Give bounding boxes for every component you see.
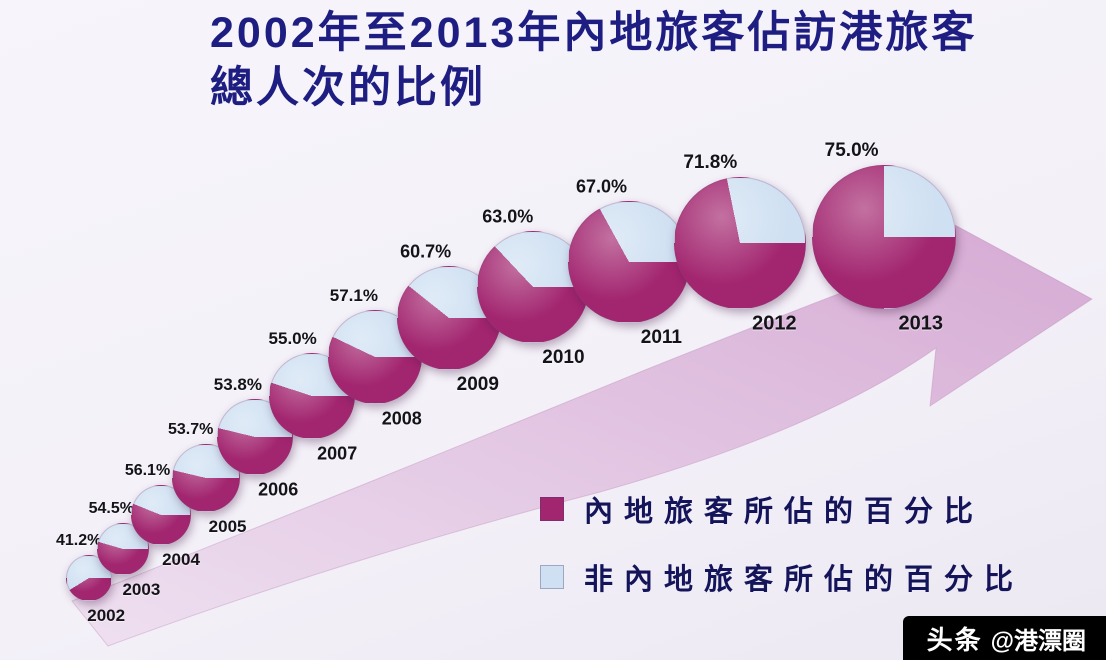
pie-year-label-2010: 2010 [542,347,585,368]
pie-value-label-2009: 60.7% [400,241,452,262]
legend-label-non-mainland: 非內地旅客所佔的百分比 [584,564,1025,596]
pie-value-label-2008: 57.1% [329,286,378,305]
pie-year-label-2009: 2009 [456,374,499,395]
pie-value-label-2006: 53.8% [213,375,262,394]
pie-2012 [674,177,806,309]
pie-year-label-2013: 2013 [898,312,944,335]
pie-year-label-2011: 2011 [640,327,683,348]
pie-value-label-2007: 55.0% [268,329,317,348]
pie-year-label-2007: 2007 [317,443,358,464]
legend-swatch-mainland [540,497,564,521]
pie-year-label-2003: 2003 [122,580,161,599]
legend-label-mainland: 內地旅客所佔的百分比 [584,496,985,528]
pie-value-label-2012: 71.8% [683,152,738,173]
watermark-handle: @港漂圈 [990,627,1086,655]
pie-value-label-2003: 54.5% [88,500,134,517]
pie-value-label-2004: 56.1% [124,462,171,479]
pie-year-label-2008: 2008 [381,408,422,429]
pie-2013 [812,165,956,309]
legend-swatch-non-mainland [540,565,564,589]
chart-title-line1: 2002年至2013年內地旅客佔訪港旅客 [210,9,978,57]
watermark: 头条 @港漂圈 [902,616,1106,660]
pie-year-label-2012: 2012 [752,312,797,335]
watermark-brand: 头条 [926,624,983,655]
pie-year-label-2004: 2004 [162,550,200,569]
pie-value-label-2013: 75.0% [824,140,879,161]
pie-year-label-2006: 2006 [258,479,299,500]
pie-year-label-2002: 2002 [87,606,126,625]
pie-value-label-2002: 41.2% [55,532,102,549]
pie-value-label-2005: 53.7% [168,421,214,438]
pie-2011 [568,201,690,323]
chart-legend: 內地旅客所佔的百分比 非內地旅客所佔的百分比 [540,488,1024,624]
legend-item-non-mainland: 非內地旅客所佔的百分比 [540,556,1024,598]
legend-item-mainland: 內地旅客所佔的百分比 [540,488,1024,530]
chart-title: 2002年至2013年內地旅客佔訪港旅客 總人次的比例 [210,6,977,116]
pie-value-label-2010: 63.0% [482,206,534,227]
pie-value-label-2011: 67.0% [576,176,628,197]
pie-year-label-2005: 2005 [208,517,247,536]
chart-title-line2: 總人次的比例 [210,64,486,113]
trend-arrow-shape [71,209,1093,647]
